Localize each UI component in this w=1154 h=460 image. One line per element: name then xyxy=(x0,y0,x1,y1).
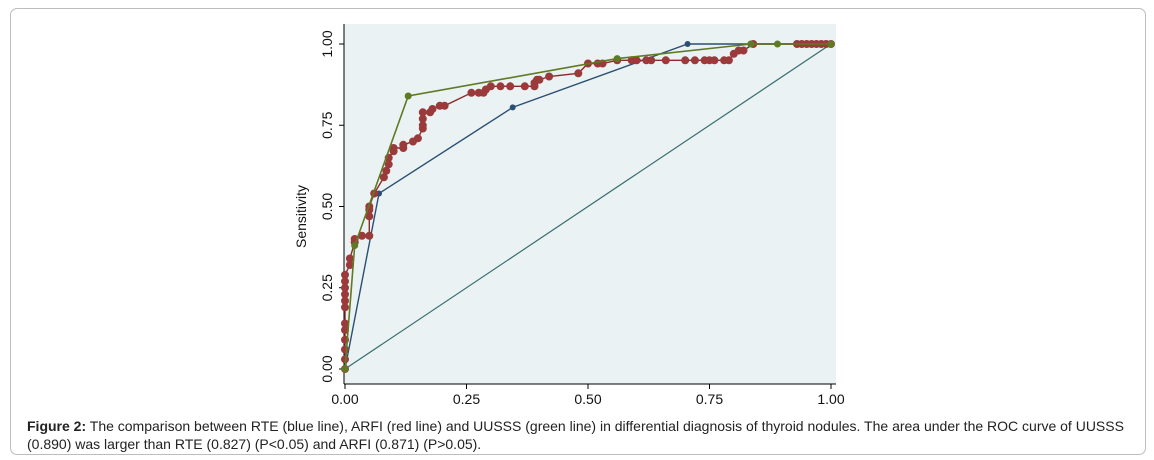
arfi-point xyxy=(341,303,349,312)
roc-chart: 0.00 0.25 0.50 0.75 1.00 0.00 0.25 0.50 0.75 1.00… xyxy=(290,24,850,414)
arfi-point xyxy=(365,231,374,240)
arfi-point xyxy=(341,296,349,305)
arfi-point xyxy=(496,82,505,91)
arfi-point xyxy=(440,101,449,110)
y-tick-label: 1.00 xyxy=(319,30,335,57)
arfi-point xyxy=(365,212,374,221)
arfi-point xyxy=(413,134,422,143)
arfi-point xyxy=(535,75,544,84)
arfi-point xyxy=(341,319,349,328)
arfi-point xyxy=(710,56,719,65)
arfi-point xyxy=(520,82,529,91)
uusss-point xyxy=(404,92,412,100)
arfi-point xyxy=(739,46,748,55)
uusss-point xyxy=(827,40,835,48)
arfi-point xyxy=(382,166,391,175)
arfi-point xyxy=(486,82,495,91)
arfi-point xyxy=(341,283,349,292)
arfi-point xyxy=(690,56,699,65)
reference-line xyxy=(344,43,832,370)
y-tick-label: 0.00 xyxy=(319,355,335,382)
x-tick-label: 1.00 xyxy=(817,391,844,407)
arfi-point xyxy=(467,88,476,97)
x-tick-label: 0.25 xyxy=(453,391,480,407)
arfi-point xyxy=(428,105,437,113)
y-tick-label: 0.75 xyxy=(319,111,335,138)
arfi-point xyxy=(647,56,656,65)
arfi-point xyxy=(681,56,690,65)
plot-background xyxy=(344,24,836,384)
x-tick-label: 0.50 xyxy=(574,391,601,407)
uusss-point xyxy=(774,40,781,48)
caption-text: The comparison between RTE (blue line), … xyxy=(27,418,1124,452)
arfi-point xyxy=(345,261,354,269)
uusss-point xyxy=(341,365,349,373)
arfi-point xyxy=(358,231,366,240)
y-tick-label: 0.50 xyxy=(319,193,335,220)
x-tick-label: 0.00 xyxy=(331,391,358,407)
roc-chart-svg: 0.00 0.25 0.50 0.75 1.00 0.00 0.25 0.50 0.75 1.00… xyxy=(293,24,845,407)
arfi-point xyxy=(418,108,427,117)
arfi-point xyxy=(379,173,388,182)
arfi-point xyxy=(418,121,427,130)
caption-label: Figure 2: xyxy=(27,418,87,434)
arfi-point xyxy=(341,277,349,286)
arfi-point xyxy=(661,56,670,65)
arfi-point xyxy=(545,72,554,81)
arfi-point xyxy=(399,140,408,149)
y-tick-label: 0.25 xyxy=(319,274,335,301)
arfi-point xyxy=(341,326,349,334)
y-axis-title: Sensitivity xyxy=(293,185,309,248)
arfi-point xyxy=(574,69,583,78)
rte-point xyxy=(509,104,516,111)
uusss-point xyxy=(351,242,359,249)
uusss-point xyxy=(747,40,755,48)
figure-caption: Figure 2: The comparison between RTE (bl… xyxy=(27,417,1137,453)
arfi-point xyxy=(418,114,427,123)
arfi-point xyxy=(389,144,398,152)
x-tick-label: 0.75 xyxy=(696,391,723,407)
arfi-point xyxy=(384,160,393,169)
arfi-point xyxy=(341,345,349,354)
rte-point xyxy=(684,41,691,47)
arfi-point xyxy=(724,56,733,65)
uusss-point xyxy=(613,55,621,63)
arfi-point xyxy=(632,56,641,65)
arfi-point xyxy=(341,290,349,299)
arfi-point xyxy=(341,270,349,279)
arfi-point xyxy=(506,82,515,91)
arfi-point xyxy=(345,254,354,263)
